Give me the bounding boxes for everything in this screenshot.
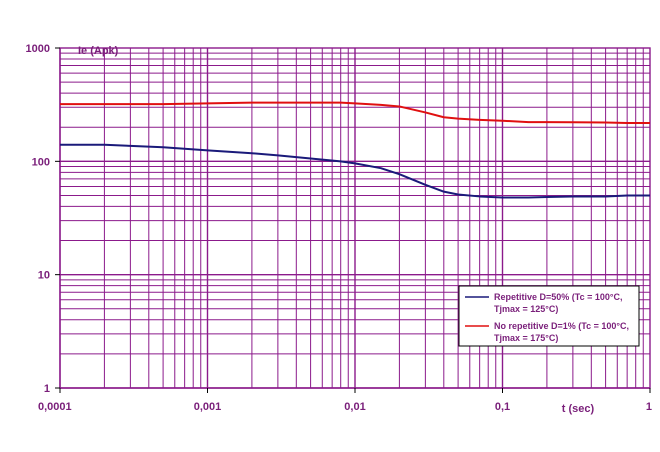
series-layer: [60, 101, 650, 199]
x-tick-label: 0,01: [344, 401, 365, 413]
y-tick-label: 100: [32, 156, 50, 168]
tick-labels: 0,0001 0,001 0,01 0,1 1 1 10 100 1000: [26, 43, 652, 413]
legend-box: [458, 285, 640, 347]
legend-label-red-line2: Tjmax = 175°C): [494, 333, 558, 343]
legend-label-blue-line1: Repetitive D=50% (Tc = 100°C,: [494, 292, 623, 302]
legend: Repetitive D=50% (Tc = 100°C, Tjmax = 12…: [458, 285, 640, 347]
x-tick-label: 1: [646, 401, 652, 413]
x-tick-label: 0,0001: [38, 401, 72, 413]
y-tick-label: 10: [38, 270, 50, 282]
x-axis-label: t (sec): [562, 403, 595, 415]
x-tick-label: 0,001: [194, 401, 222, 413]
y-tick-label: 1: [44, 383, 50, 395]
x-tick-label: 0,1: [495, 401, 510, 413]
legend-label-blue-line2: Tjmax = 125°C): [494, 304, 558, 314]
series-line-repetitive: [60, 143, 650, 199]
y-axis-label: Ie (Apk): [78, 45, 119, 57]
y-tick-label: 1000: [26, 43, 50, 55]
series-line-no-repetitive: [60, 101, 650, 124]
legend-label-red-line1: No repetitive D=1% (Tc = 100°C,: [494, 321, 629, 331]
